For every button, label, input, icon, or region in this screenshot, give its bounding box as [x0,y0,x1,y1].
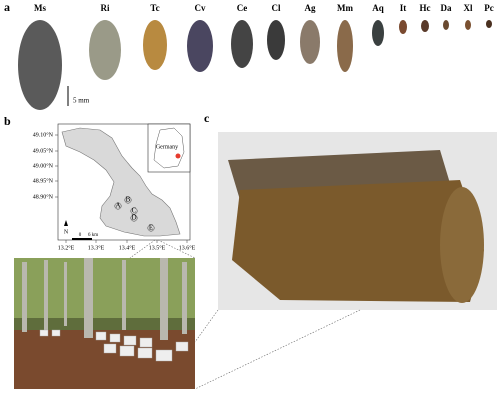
site-label: B [126,196,131,204]
latitude-label: 48.95°N [33,177,54,184]
connector [129,239,156,259]
species-label: Ri [101,3,110,13]
beetle-specimen [143,20,167,70]
site-marker [114,202,122,210]
connector [194,309,361,390]
tree-trunks [22,258,187,340]
beetle-specimen [187,20,213,72]
latitude-label: 49.10°N [33,131,54,138]
panel-label: c [204,111,210,125]
connector [157,239,196,259]
beetle-specimen [399,20,407,34]
log-end [440,187,484,303]
site-label: A [115,202,120,210]
site-marker [130,214,138,222]
beetle-specimen [421,20,429,32]
longitude-label: 13.6°E [179,244,196,251]
latitude-label: 49.00°N [33,162,54,169]
beetle-specimen [231,20,253,68]
species-label: Cv [195,3,206,13]
species-label: Hc [420,3,431,13]
site-label: D [131,214,136,222]
map-scale-label: 6 km [88,233,98,238]
longitude-label: 13.5°E [149,244,166,251]
panel-label: a [4,0,10,14]
longitude-label: 13.3°E [88,244,105,251]
beetle-specimen [337,20,353,72]
beetle-specimen [443,20,449,30]
species-label: Mm [337,3,353,13]
species-label: Tc [150,3,159,13]
map-scale-bar [72,238,92,240]
park-area [61,127,181,237]
site-marker [147,224,155,232]
species-label: Cl [272,3,281,13]
log-bundles [39,329,189,362]
species-label: Aq [372,3,384,13]
species-label: Xl [464,3,473,13]
north-label: N [64,229,69,235]
inset-label: Germany [156,144,178,150]
inset-location [175,153,181,159]
log-bottom [232,180,484,302]
latitude-label: 48.90°N [33,193,54,200]
north-arrow [64,220,68,226]
connector [194,309,219,343]
latitude-label: 49.05°N [33,147,54,154]
beetle-specimen [300,20,320,64]
longitude-label: 13.4°E [119,244,136,251]
beetle-specimen [372,20,384,46]
site-label: C [132,207,137,215]
species-label: Ce [237,3,248,13]
species-label: Ms [34,3,46,13]
longitude-label: 13.2°E [58,244,75,251]
species-label: Ag [305,3,316,13]
species-label: Da [441,3,452,13]
beetle-specimen [89,20,121,80]
panel-label: b [4,114,11,128]
beetle-specimen [465,20,471,30]
site-label: E [149,224,153,232]
species-label: Pc [484,3,494,13]
beetle-specimen [18,20,62,110]
beetle-specimen [486,20,492,28]
site-marker [124,196,132,204]
beetle-specimen [267,20,285,60]
site-marker [130,207,138,215]
scale-bar-label: 5 mm [73,97,90,105]
species-label: It [400,3,407,13]
map-scale-label: 0 [79,233,82,238]
